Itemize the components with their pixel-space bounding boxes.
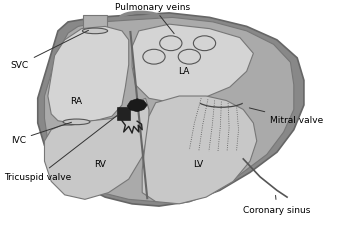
Polygon shape bbox=[38, 14, 304, 206]
Bar bbox=[117, 107, 130, 120]
Polygon shape bbox=[44, 18, 294, 202]
Text: Coronary sinus: Coronary sinus bbox=[243, 195, 311, 214]
Ellipse shape bbox=[63, 120, 90, 125]
Polygon shape bbox=[44, 99, 149, 200]
Text: Mitral valve: Mitral valve bbox=[250, 109, 323, 125]
Circle shape bbox=[194, 37, 216, 52]
Polygon shape bbox=[83, 16, 107, 32]
Text: IVC: IVC bbox=[11, 123, 72, 145]
Text: SVC: SVC bbox=[11, 31, 88, 70]
Text: Tricuspid valve: Tricuspid valve bbox=[4, 115, 118, 182]
Text: Pulmonary veins: Pulmonary veins bbox=[115, 3, 190, 35]
Polygon shape bbox=[127, 99, 147, 112]
Text: RA: RA bbox=[71, 96, 82, 106]
Ellipse shape bbox=[82, 29, 108, 35]
Polygon shape bbox=[132, 25, 253, 103]
Text: LV: LV bbox=[193, 159, 203, 168]
Text: RV: RV bbox=[94, 159, 106, 168]
Text: LA: LA bbox=[179, 66, 190, 75]
Circle shape bbox=[143, 50, 165, 65]
Polygon shape bbox=[142, 97, 257, 204]
Circle shape bbox=[178, 50, 200, 65]
Circle shape bbox=[160, 37, 182, 52]
Polygon shape bbox=[48, 27, 129, 123]
